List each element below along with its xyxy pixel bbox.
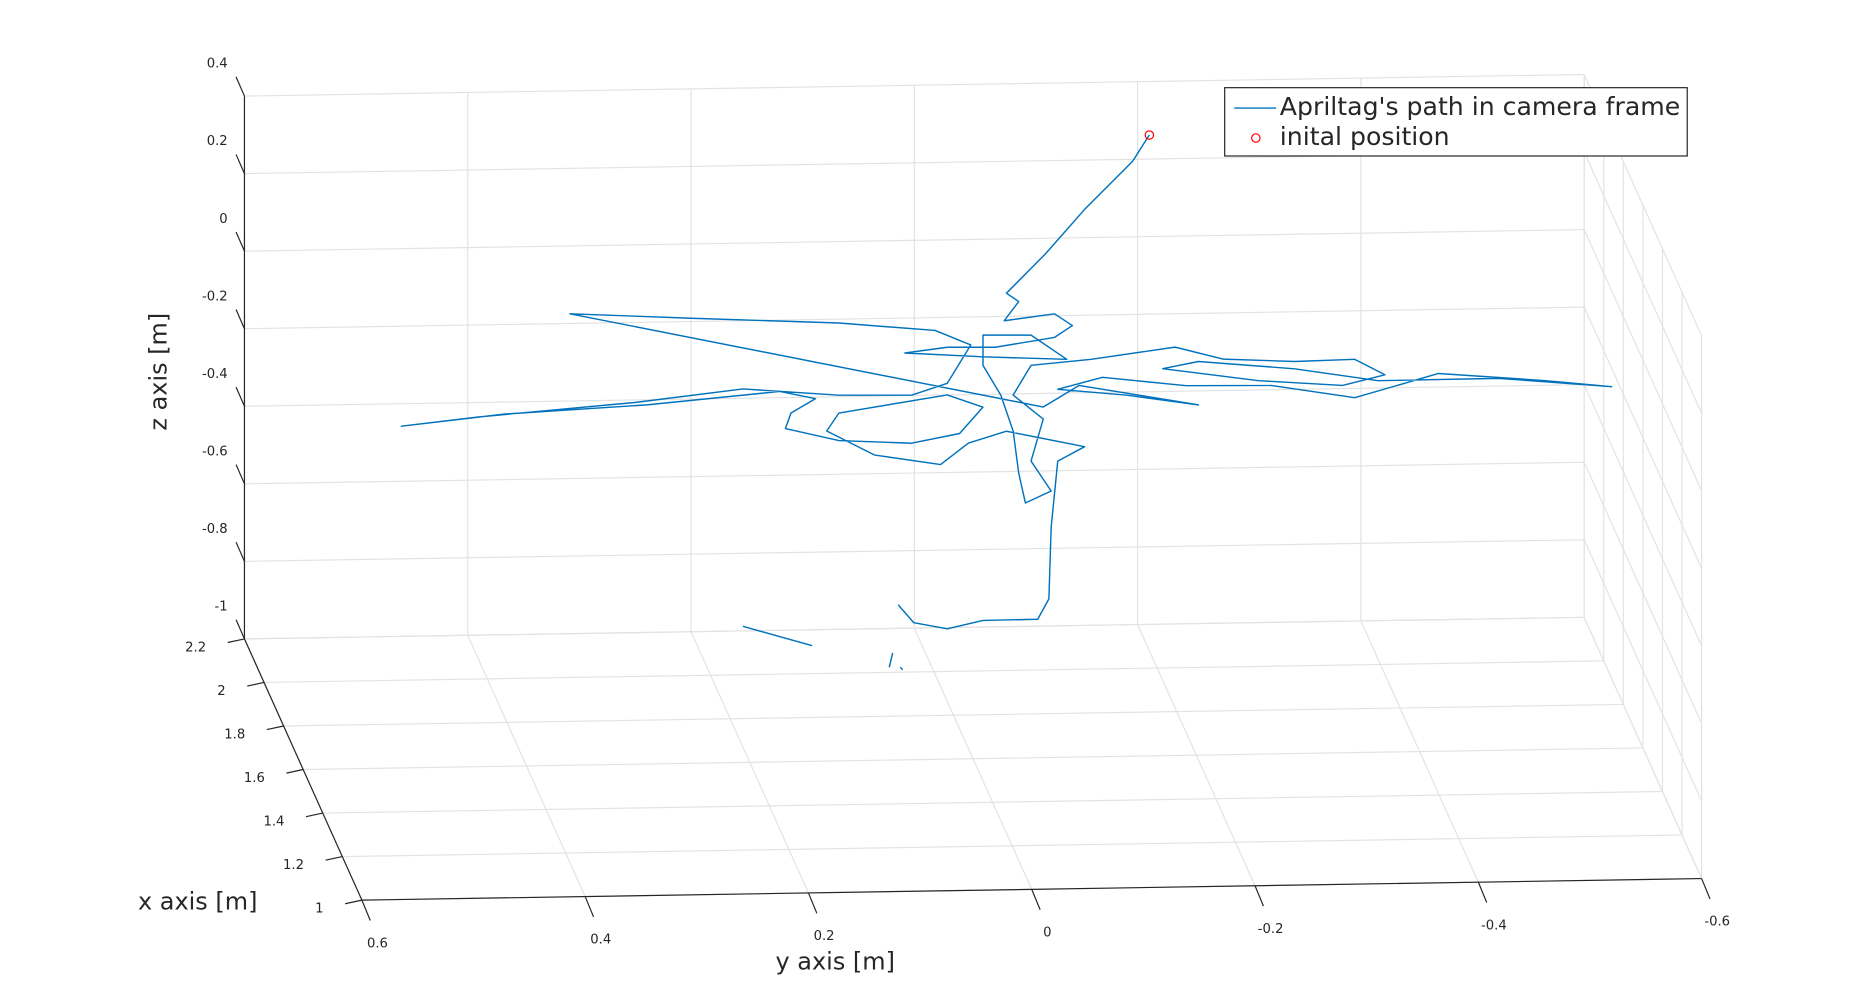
y-tick-label: 0.2 xyxy=(814,929,835,944)
z-tick-label: -0.8 xyxy=(202,522,228,537)
y-tick-label: 0.4 xyxy=(590,933,611,948)
y-tick-label: 0.6 xyxy=(367,936,388,951)
tick-mark xyxy=(1254,885,1264,907)
x-tick-label: 1.2 xyxy=(283,858,304,873)
tick-mark xyxy=(1031,889,1041,910)
x-axis-label: x axis [m] xyxy=(138,888,257,916)
grid-line xyxy=(244,616,1585,640)
grid-line xyxy=(303,747,1643,771)
grid-line xyxy=(244,306,1585,330)
grid-line xyxy=(342,834,1683,858)
legend-label: inital position xyxy=(1280,122,1450,151)
grid-line xyxy=(1583,151,1703,414)
grid-line xyxy=(322,790,1663,814)
tick-mark xyxy=(235,386,246,407)
z-tick-label: -1 xyxy=(215,600,228,615)
tick-mark xyxy=(235,464,246,485)
legend-label: Apriltag's path in camera frame xyxy=(1280,92,1680,121)
grid-line xyxy=(1583,539,1703,802)
z-tick-label: 0 xyxy=(219,212,227,227)
tick-mark xyxy=(325,856,343,861)
z-axis-label: z axis [m] xyxy=(144,313,172,431)
x-tick-label: 1.8 xyxy=(224,727,245,742)
tick-mark xyxy=(235,154,246,174)
tick-mark xyxy=(235,619,246,640)
grid-line xyxy=(244,461,1585,485)
legend-box xyxy=(1224,87,1688,157)
z-tick-label: 0.4 xyxy=(207,57,228,72)
y-axis-label: y axis [m] xyxy=(776,947,895,975)
tick-mark xyxy=(235,231,246,252)
tick-mark xyxy=(235,76,246,97)
x-tick-label: 1.4 xyxy=(263,814,284,829)
tick-mark xyxy=(227,638,245,644)
tick-mark xyxy=(361,899,371,921)
tick-mark xyxy=(1477,881,1488,903)
z-tick-label: -0.4 xyxy=(202,367,228,382)
grid-line xyxy=(1583,306,1703,569)
data-line xyxy=(400,134,1613,671)
tick-mark xyxy=(807,892,818,914)
y-tick-label: 0 xyxy=(1043,925,1051,940)
z-tick-label: -0.2 xyxy=(202,289,228,304)
tick-mark xyxy=(235,541,246,562)
z-tick-label: -0.6 xyxy=(202,444,228,459)
tick-mark xyxy=(247,681,265,687)
tick-mark xyxy=(235,309,246,329)
grid-line xyxy=(1583,461,1703,724)
grid-line xyxy=(283,703,1624,727)
grid-line xyxy=(244,384,1585,407)
y-tick-label: -0.4 xyxy=(1481,918,1507,933)
tick-mark xyxy=(1701,878,1711,900)
grid-line xyxy=(1583,229,1703,492)
tick-mark xyxy=(305,812,323,818)
z-tick-label: 0.2 xyxy=(207,134,228,149)
marker xyxy=(1144,130,1155,140)
legend-marker xyxy=(1251,133,1261,143)
x-tick-label: 2.2 xyxy=(185,640,206,655)
grid-line xyxy=(244,539,1585,562)
tick-mark xyxy=(344,899,363,905)
y-tick-label: -0.6 xyxy=(1704,915,1730,930)
y-tick-label: -0.2 xyxy=(1258,922,1284,937)
grid-line xyxy=(244,228,1585,252)
tick-mark xyxy=(266,725,284,731)
x-tick-label: 1 xyxy=(315,902,323,917)
x-tick-label: 2 xyxy=(217,684,225,699)
grid-line xyxy=(244,73,1585,97)
x-tick-label: 1.6 xyxy=(244,771,265,786)
grid-line xyxy=(264,660,1604,684)
grid-line xyxy=(1583,617,1703,879)
tick-mark xyxy=(286,768,304,774)
tick-mark xyxy=(584,896,595,918)
grid-line xyxy=(1583,384,1703,647)
